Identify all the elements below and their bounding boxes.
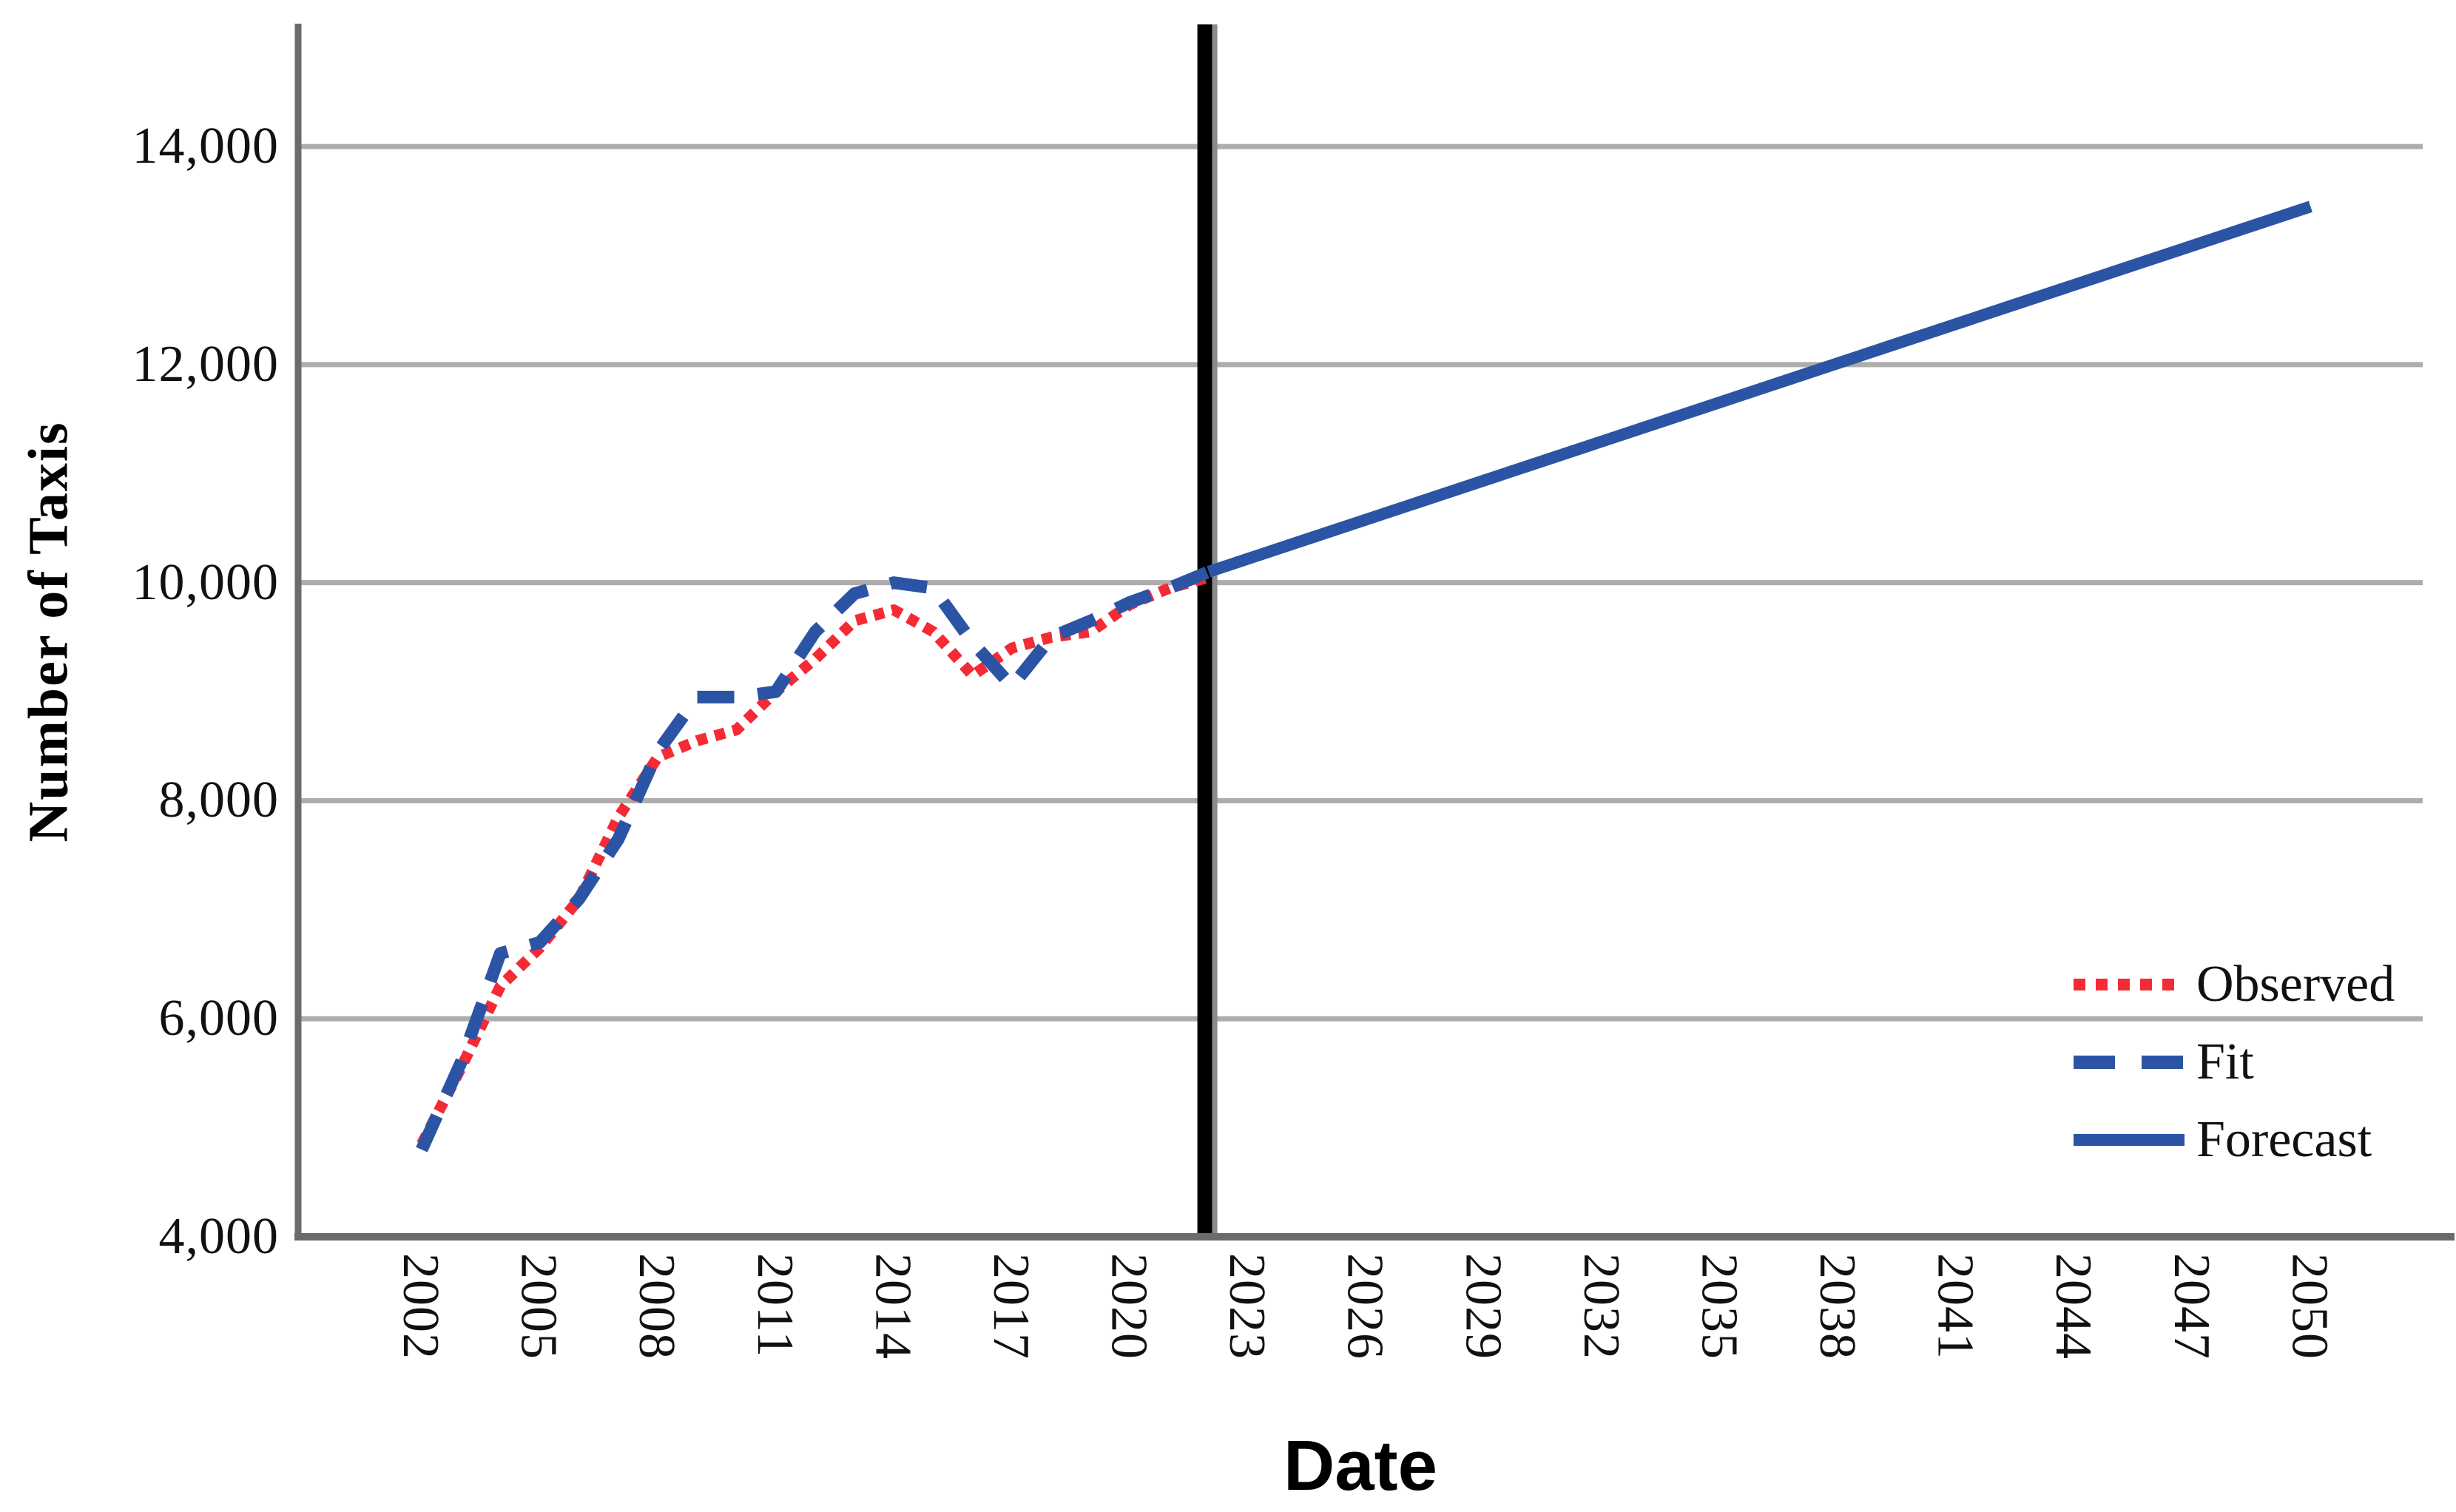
x-tick-label-2032: 2032	[1572, 1253, 1630, 1360]
x-tick-label-2044: 2044	[2045, 1253, 2102, 1360]
x-tick-label-2011: 2011	[746, 1253, 803, 1358]
series-observed-line	[416, 572, 1210, 1147]
x-tick-label-2026: 2026	[1336, 1253, 1394, 1360]
y-tick-label-6000: 6,000	[158, 990, 279, 1047]
series-fit-line	[416, 566, 1212, 1152]
legend-label-observed: Observed	[2196, 956, 2395, 1013]
x-tick-label-2017: 2017	[982, 1253, 1039, 1360]
y-tick-label-8000: 8,000	[158, 772, 279, 829]
y-tick-label-14000: 14,000	[132, 118, 279, 175]
legend: Observed Fit Forecast	[2074, 956, 2395, 1190]
x-tick-label-2035: 2035	[1690, 1253, 1748, 1360]
legend-row-forecast: Forecast	[2074, 1111, 2395, 1168]
x-tick-label-2038: 2038	[1809, 1253, 1866, 1360]
x-tick-label-2023: 2023	[1218, 1253, 1276, 1360]
legend-swatch-dashed-icon	[2074, 1056, 2185, 1069]
x-tick-label-2002: 2002	[392, 1253, 450, 1360]
x-tick-label-2050: 2050	[2281, 1253, 2338, 1360]
legend-row-observed: Observed	[2074, 956, 2395, 1013]
legend-swatch-dotted-icon	[2074, 979, 2185, 990]
x-tick-label-2041: 2041	[1926, 1253, 1984, 1360]
x-tick-label-2020: 2020	[1100, 1253, 1158, 1360]
y-axis-title: Number of Taxis	[17, 421, 80, 843]
x-tick-label-2005: 2005	[510, 1253, 567, 1360]
legend-label-fit: Fit	[2196, 1033, 2254, 1090]
legend-label-forecast: Forecast	[2196, 1111, 2372, 1168]
x-tick-label-2008: 2008	[628, 1253, 686, 1360]
x-tick-label-2029: 2029	[1454, 1253, 1512, 1360]
legend-swatch-solid-icon	[2074, 1134, 2185, 1146]
y-tick-label-12000: 12,000	[132, 335, 279, 393]
legend-row-fit: Fit	[2074, 1033, 2395, 1090]
y-tick-label-4000: 4,000	[158, 1208, 279, 1265]
y-tick-label-10000: 10,000	[132, 553, 279, 611]
series-forecast-line	[1207, 200, 2312, 578]
x-axis-title: Date	[1283, 1426, 1438, 1505]
x-tick-label-2014: 2014	[864, 1253, 922, 1360]
x-tick-label-2047: 2047	[2162, 1253, 2220, 1360]
